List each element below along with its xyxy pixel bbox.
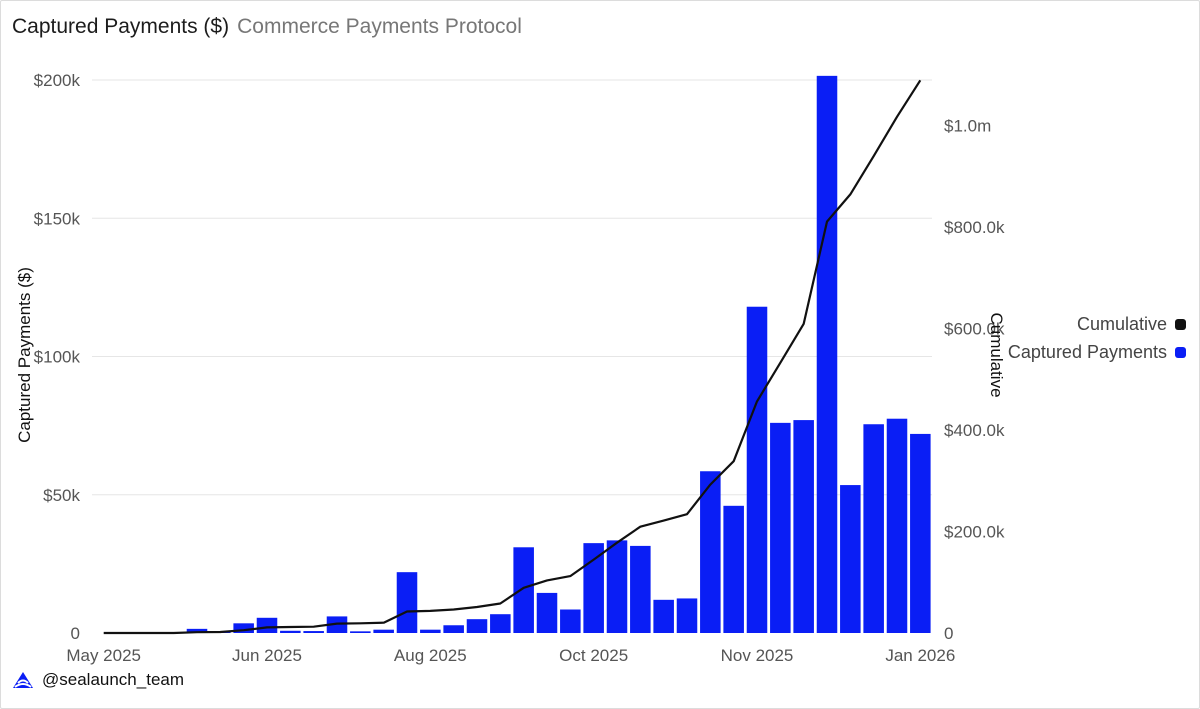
bar xyxy=(653,599,674,633)
bar xyxy=(350,631,371,633)
bar xyxy=(746,306,768,633)
right-axis-label: Cumulative xyxy=(987,312,1006,397)
bar xyxy=(396,572,418,633)
legend-swatch-captured-payments xyxy=(1175,347,1186,358)
right-tick-label: $200.0k xyxy=(944,523,1005,542)
right-axis-ticks: 0 $200.0k $400.0k $600.0k $800.0k $1.0m xyxy=(944,117,1005,643)
left-tick-label: $100k xyxy=(34,348,81,367)
bar xyxy=(256,617,278,633)
footer-handle: @sealaunch_team xyxy=(42,670,185,689)
bar xyxy=(840,485,861,633)
bar xyxy=(186,628,208,633)
left-tick-label: $150k xyxy=(34,209,81,228)
bar xyxy=(536,592,558,633)
bar xyxy=(630,545,651,633)
right-tick-label: $800.0k xyxy=(944,218,1005,237)
bar xyxy=(723,505,744,633)
x-tick-label: Jun 2025 xyxy=(232,646,302,665)
legend-label-captured-payments: Captured Payments xyxy=(1007,342,1167,362)
left-tick-label: $50k xyxy=(43,486,80,505)
bar xyxy=(443,625,464,633)
bar xyxy=(793,420,814,633)
left-axis-label: Captured Payments ($) xyxy=(15,267,34,443)
bar xyxy=(373,629,394,633)
x-axis-ticks: May 2025 Jun 2025 Aug 2025 Oct 2025 Nov 2025… xyxy=(66,646,955,665)
bar xyxy=(700,471,721,633)
legend: Cumulative Captured Payments xyxy=(1000,312,1200,372)
right-tick-label: $600.0k xyxy=(944,320,1005,339)
right-tick-label: $1.0m xyxy=(944,117,991,136)
bar xyxy=(466,619,488,633)
chart-title: Captured Payments ($) xyxy=(12,15,230,38)
bar xyxy=(420,629,441,633)
bar xyxy=(233,623,254,633)
gridlines xyxy=(92,79,932,496)
bar xyxy=(910,433,931,633)
left-tick-label: $200k xyxy=(34,71,81,90)
bar xyxy=(606,540,628,633)
footer: @sealaunch_team xyxy=(12,670,184,690)
bar xyxy=(886,418,908,633)
left-axis-ticks: 0 $50k $100k $150k $200k xyxy=(34,71,81,643)
legend-item-captured-payments[interactable]: Captured Payments xyxy=(1008,342,1186,363)
x-tick-label: Nov 2025 xyxy=(721,646,794,665)
bar xyxy=(770,422,791,633)
right-tick-label: $400.0k xyxy=(944,421,1005,440)
bar xyxy=(560,609,581,633)
bar xyxy=(676,598,698,633)
legend-label-cumulative: Cumulative xyxy=(1076,314,1167,334)
sealaunch-logo-icon xyxy=(13,672,33,688)
x-tick-label: Oct 2025 xyxy=(559,646,628,665)
bar-series xyxy=(186,75,931,634)
left-tick-label: 0 xyxy=(71,624,80,643)
bar xyxy=(303,631,324,633)
cumulative-line xyxy=(103,79,922,635)
x-tick-label: Jan 2026 xyxy=(885,646,955,665)
chart-subtitle: Commerce Payments Protocol xyxy=(237,15,522,38)
bar xyxy=(816,75,838,634)
right-tick-label: 0 xyxy=(944,624,953,643)
chart-header: Captured Payments ($) Commerce Payments P… xyxy=(12,15,522,39)
bar xyxy=(863,424,884,633)
x-tick-label: May 2025 xyxy=(66,646,141,665)
x-tick-label: Aug 2025 xyxy=(394,646,467,665)
legend-item-cumulative[interactable]: Cumulative xyxy=(1077,314,1186,335)
bar xyxy=(280,630,301,633)
legend-swatch-cumulative xyxy=(1175,319,1186,330)
bar xyxy=(490,614,511,633)
bar xyxy=(513,547,534,633)
bar xyxy=(583,543,604,633)
line-series xyxy=(103,79,922,635)
